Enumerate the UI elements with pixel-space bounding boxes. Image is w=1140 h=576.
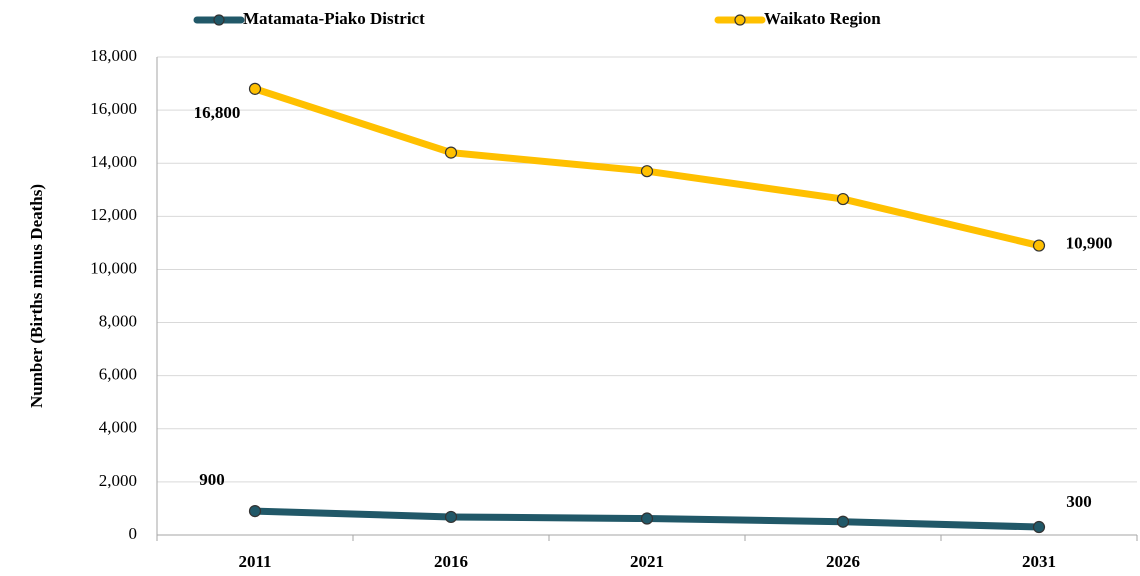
data-point xyxy=(836,192,850,206)
legend-marker xyxy=(213,14,225,26)
y-tick-label: 14,000 xyxy=(90,152,137,171)
data-point xyxy=(1032,520,1046,534)
data-point xyxy=(640,512,654,525)
y-tick-label: 18,000 xyxy=(90,46,137,65)
y-tick-label: 16,000 xyxy=(90,99,137,118)
data-point xyxy=(836,515,850,528)
y-tick-label: 0 xyxy=(129,524,138,543)
y-tick-label: 12,000 xyxy=(90,205,137,224)
data-point xyxy=(248,505,262,518)
x-tick-label: 2011 xyxy=(238,552,271,571)
x-tick-label: 2026 xyxy=(826,552,860,571)
data-point xyxy=(640,165,654,178)
y-tick-label: 6,000 xyxy=(99,365,137,384)
x-tick-label: 2021 xyxy=(630,552,664,571)
legend-label: Matamata-Piako District xyxy=(243,9,425,28)
legend-marker xyxy=(734,14,746,26)
y-tick-label: 2,000 xyxy=(99,471,137,490)
data-point xyxy=(1032,239,1046,252)
value-label: 16,800 xyxy=(194,103,241,122)
value-label: 10,900 xyxy=(1066,233,1113,252)
y-tick-label: 10,000 xyxy=(90,258,137,277)
value-label: 900 xyxy=(199,470,225,489)
y-axis-label: Number (Births minus Deaths) xyxy=(27,184,46,408)
y-tick-label: 8,000 xyxy=(99,311,137,330)
data-point xyxy=(444,146,458,159)
x-tick-label: 2016 xyxy=(434,552,468,571)
y-tick-label: 4,000 xyxy=(99,418,137,437)
legend-label: Waikato Region xyxy=(764,9,881,28)
x-tick-label: 2031 xyxy=(1022,552,1056,571)
data-point xyxy=(444,510,458,524)
value-label: 300 xyxy=(1066,492,1092,511)
data-point xyxy=(248,82,262,95)
